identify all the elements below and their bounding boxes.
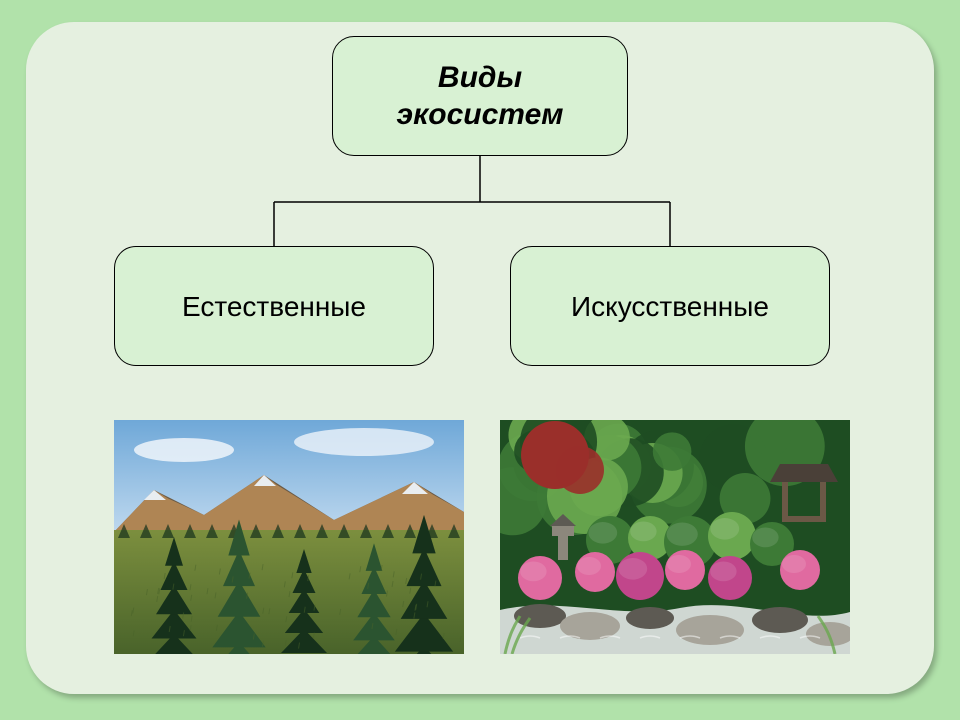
tree-child-natural-label: Естественные bbox=[182, 289, 366, 324]
tree-child-artificial-label: Искусственные bbox=[571, 289, 769, 324]
tree-root-label: Видыэкосистем bbox=[397, 59, 564, 134]
tree-child-natural: Естественные bbox=[114, 246, 434, 366]
tree-root-node: Видыэкосистем bbox=[332, 36, 628, 156]
natural-ecosystem-image bbox=[114, 420, 464, 654]
tree-child-artificial: Искусственные bbox=[510, 246, 830, 366]
artificial-ecosystem-image bbox=[500, 420, 850, 654]
slide-canvas: Видыэкосистем Естественные Искусственные bbox=[0, 0, 960, 720]
